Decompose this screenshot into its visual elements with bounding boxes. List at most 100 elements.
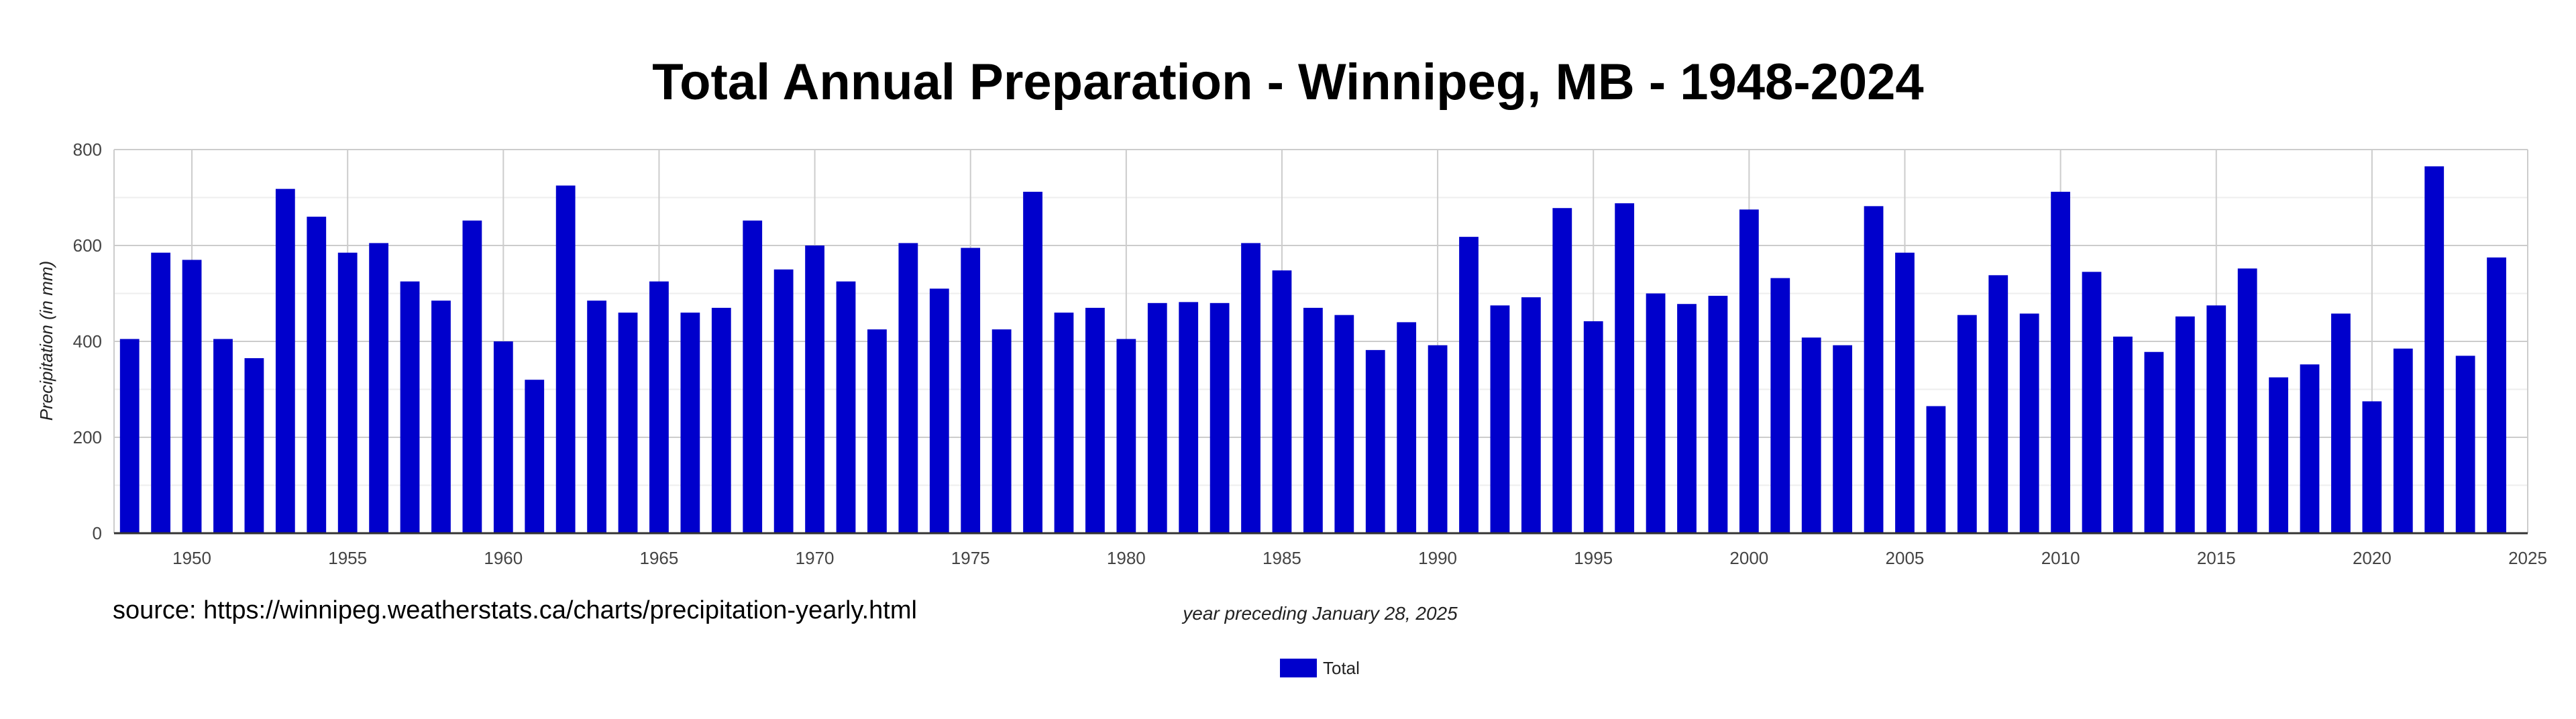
y-axis-label: Precipitation (in mm) — [36, 261, 56, 421]
bar-1978 — [1054, 313, 1074, 533]
bar-1960 — [493, 341, 513, 533]
bar-1968 — [743, 220, 763, 533]
x-tick-label: 2005 — [1886, 548, 1925, 568]
bar-1958 — [431, 300, 451, 533]
legend: Total — [1280, 658, 1360, 678]
bar-1982 — [1179, 302, 1199, 533]
legend-label: Total — [1323, 658, 1360, 678]
x-tick-label: 1950 — [172, 548, 211, 568]
x-axis-ticks: 1950 1955 1960 1965 1970 1975 1980 1985 1990 1995… — [172, 548, 2547, 568]
bar-2016 — [2237, 268, 2257, 533]
x-tick-label: 2010 — [2041, 548, 2080, 568]
bar-2001 — [1770, 278, 1790, 533]
legend-swatch — [1280, 659, 1317, 677]
bar-2024 — [2487, 257, 2506, 533]
bar-1995 — [1583, 321, 1603, 533]
x-tick-label: 2015 — [2197, 548, 2236, 568]
bar-2002 — [1801, 337, 1821, 533]
bar-1957 — [400, 281, 420, 533]
x-tick-label: 1975 — [951, 548, 990, 568]
bar-1974 — [929, 288, 949, 533]
bar-1965 — [649, 281, 669, 533]
bar-1969 — [773, 269, 794, 533]
bar-2019 — [2331, 313, 2351, 533]
y-tick-label: 0 — [93, 523, 102, 543]
bar-1993 — [1521, 297, 1541, 533]
bar-2004 — [1864, 206, 1884, 533]
bar-1984 — [1241, 243, 1260, 533]
bar-1977 — [1023, 191, 1042, 533]
bar-1961 — [525, 380, 545, 533]
bar-2020 — [2362, 401, 2382, 533]
bar-2005 — [1895, 252, 1915, 533]
y-axis-ticks: 0 200 400 600 800 — [73, 140, 102, 543]
bar-2010 — [2051, 191, 2071, 533]
bar-1991 — [1459, 237, 1479, 533]
bar-1963 — [587, 300, 606, 533]
bar-2018 — [2300, 364, 2320, 533]
x-tick-label: 1960 — [484, 548, 523, 568]
x-tick-label: 2025 — [2508, 548, 2547, 568]
bar-1962 — [555, 185, 576, 533]
bar-1950 — [182, 260, 202, 533]
bar-1952 — [244, 358, 264, 533]
bar-1998 — [1677, 304, 1697, 533]
bar-1976 — [991, 329, 1012, 533]
x-tick-label: 1965 — [640, 548, 679, 568]
x-tick-label: 1985 — [1263, 548, 1301, 568]
bar-1994 — [1552, 208, 1572, 533]
y-tick-label: 200 — [73, 427, 102, 447]
bar-1956 — [369, 243, 389, 533]
bar-2003 — [1833, 345, 1853, 533]
bar-1992 — [1490, 305, 1510, 533]
bar-1989 — [1397, 322, 1417, 533]
x-tick-label: 1955 — [328, 548, 367, 568]
bar-1971 — [836, 281, 856, 533]
bar-1949 — [151, 252, 171, 533]
x-tick-label: 1970 — [796, 548, 835, 568]
bar-1981 — [1147, 302, 1167, 533]
bar-2006 — [1926, 406, 1946, 533]
x-axis-label: year preceding January 28, 2025 — [1181, 603, 1458, 624]
bar-2022 — [2424, 166, 2445, 533]
bar-1987 — [1334, 315, 1354, 533]
bar-1967 — [711, 307, 731, 533]
chart-title: Total Annual Preparation - Winnipeg, MB … — [652, 54, 1923, 111]
bar-1986 — [1303, 307, 1323, 533]
bar-1990 — [1428, 345, 1448, 533]
bar-2014 — [2175, 316, 2195, 533]
bar-1983 — [1210, 302, 1230, 533]
x-tick-label: 1990 — [1418, 548, 1457, 568]
x-tick-label: 2020 — [2353, 548, 2392, 568]
bar-1964 — [618, 313, 638, 533]
x-tick-label: 1980 — [1107, 548, 1146, 568]
bar-1996 — [1615, 203, 1635, 533]
bar-1954 — [307, 217, 327, 533]
bar-1979 — [1085, 307, 1105, 533]
bar-2008 — [1988, 275, 2008, 533]
bar-1988 — [1365, 349, 1385, 533]
bar-1955 — [337, 252, 358, 533]
bar-1953 — [275, 188, 295, 533]
x-tick-label: 2000 — [1729, 548, 1768, 568]
bar-1970 — [805, 245, 824, 533]
bar-1972 — [867, 329, 887, 533]
bar-1973 — [898, 243, 918, 533]
bar-2000 — [1739, 209, 1759, 533]
bar-2012 — [2113, 336, 2133, 533]
bar-1975 — [961, 247, 981, 533]
y-tick-label: 400 — [73, 331, 102, 351]
bar-1980 — [1116, 339, 1136, 533]
bar-2015 — [2206, 305, 2226, 533]
y-tick-label: 600 — [73, 235, 102, 256]
bar-2021 — [2393, 348, 2413, 533]
x-tick-label: 1995 — [1574, 548, 1613, 568]
bar-2007 — [1957, 315, 1977, 533]
bars — [119, 166, 2506, 533]
source-note: source: https://winnipeg.weatherstats.ca… — [113, 596, 917, 624]
bar-2013 — [2144, 351, 2164, 533]
bar-1966 — [680, 313, 700, 533]
bar-1951 — [213, 339, 233, 533]
y-tick-label: 800 — [73, 140, 102, 160]
